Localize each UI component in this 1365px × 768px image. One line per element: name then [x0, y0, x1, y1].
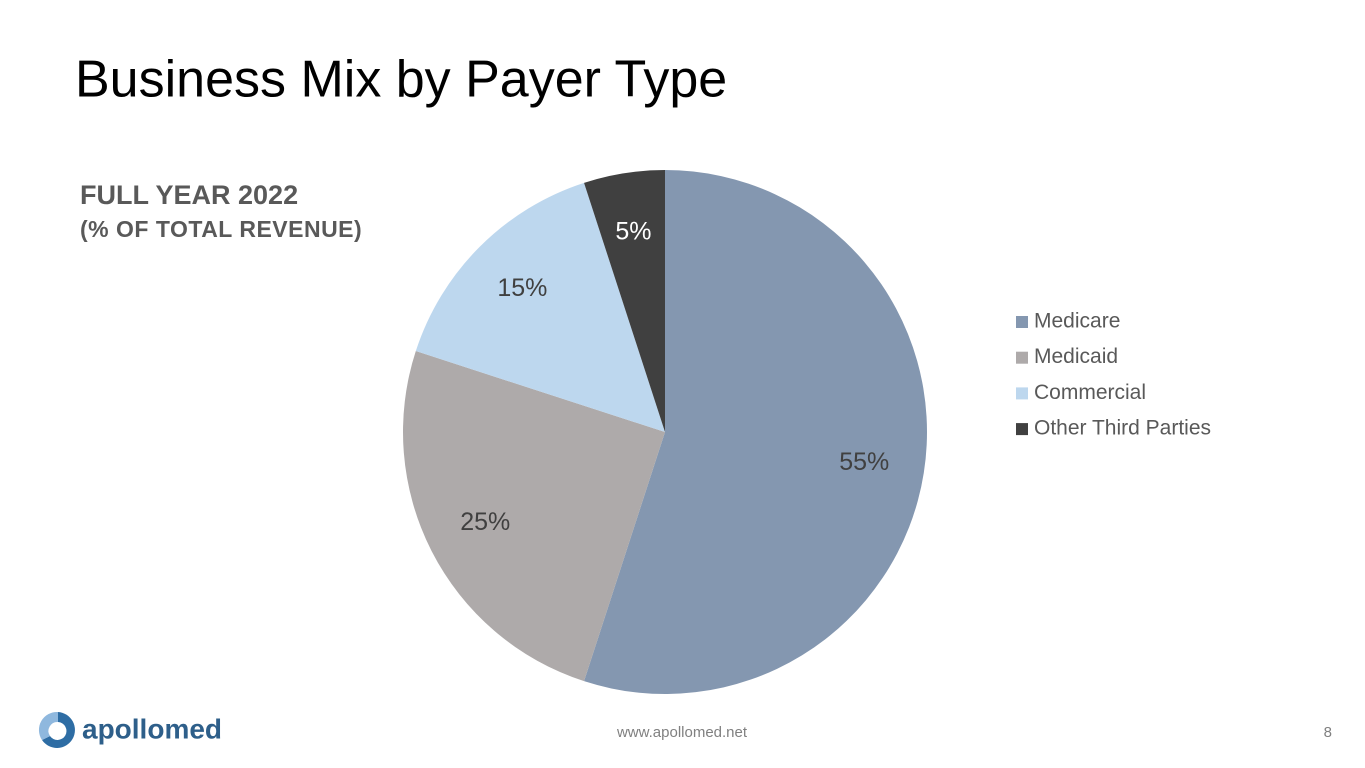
subtitle: (% OF TOTAL REVENUE): [80, 216, 362, 242]
legend-swatch: [1016, 316, 1028, 328]
data-label: 25%: [460, 508, 510, 536]
logo-text: apollomed: [82, 713, 222, 744]
legend-label: Medicare: [1034, 310, 1120, 333]
legend-label: Commercial: [1034, 381, 1146, 404]
footer-url: www.apollomed.net: [616, 724, 748, 741]
pie-slice: [584, 170, 665, 432]
page-number: 8: [1324, 724, 1332, 741]
subtitle: FULL YEAR 2022: [80, 180, 298, 210]
slide-title: Business Mix by Payer Type: [75, 51, 727, 109]
legend-label: Medicaid: [1034, 345, 1118, 368]
pie-slice: [584, 170, 927, 694]
data-label: 15%: [497, 274, 547, 302]
logo-icon: [38, 711, 75, 748]
data-label: 55%: [839, 448, 889, 476]
legend-swatch: [1016, 387, 1028, 400]
pie-slice: [415, 182, 665, 432]
legend-label: Other Third Parties: [1034, 417, 1211, 440]
legend-swatch: [1016, 351, 1028, 364]
data-label: 5%: [615, 217, 651, 245]
legend-swatch: [1016, 423, 1028, 436]
pie-slice: [403, 351, 665, 682]
